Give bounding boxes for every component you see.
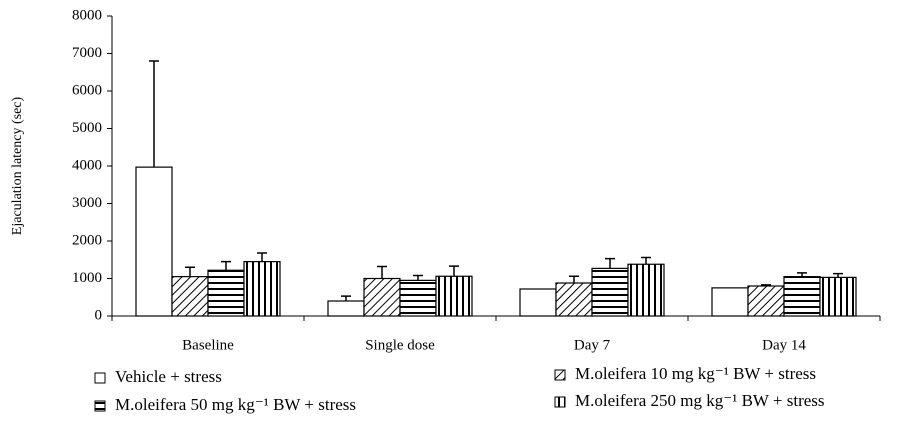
y-tick-label: 6000 [72,82,102,98]
bar [783,276,821,317]
legend-label: M.oleifera 50 mg kg⁻¹ BW + stress [115,395,356,414]
bar [627,263,665,317]
bar [399,279,437,317]
bar [327,300,365,317]
bar [519,288,557,317]
bar [555,282,593,317]
x-tick-label: Baseline [182,337,234,353]
x-tick-label: Day 14 [762,337,806,353]
bar [207,269,245,317]
y-tick-label: 2000 [72,232,102,248]
legend-swatch [554,369,566,381]
legend-label: M.oleifera 10 mg kg⁻¹ BW + stress [575,364,816,383]
legend-label: Vehicle + stress [115,367,222,386]
bar [435,275,473,317]
bar [363,277,401,317]
bar [171,276,209,317]
y-tick-label: 5000 [72,120,102,136]
x-tick-label: Day 7 [574,337,611,353]
bar [135,166,173,317]
x-tick-label: Single dose [365,337,435,353]
bar [591,267,629,317]
bar [711,287,749,317]
legend-swatch [554,396,566,408]
y-tick-label: 8000 [72,7,102,23]
bar [243,261,281,317]
y-tick-label: 3000 [72,195,102,211]
y-tick-label: 1000 [72,270,102,286]
y-tick-label: 4000 [72,157,102,173]
bar [819,276,857,317]
y-tick-label: 0 [95,307,103,323]
legend-swatch [94,400,106,412]
y-axis-label: Ejaculation latency (sec) [10,96,25,235]
bar [747,285,785,317]
legend-label: M.oleifera 250 mg kg⁻¹ BW + stress [575,391,825,410]
legend-swatch [94,372,106,384]
y-tick-label: 7000 [72,45,102,61]
